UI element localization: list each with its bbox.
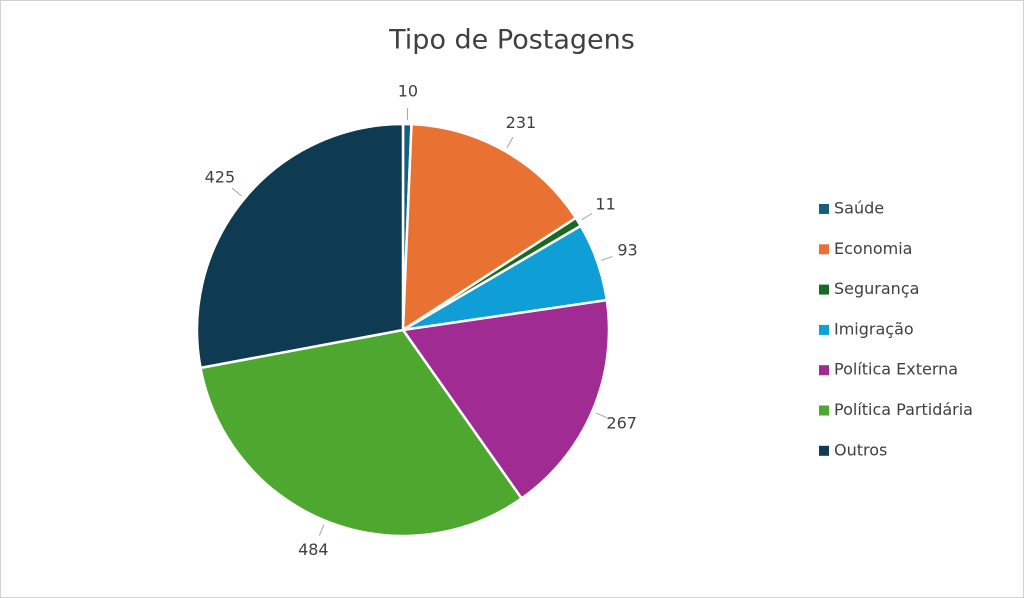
pie-slice xyxy=(401,122,578,333)
legend-label: Política Partidária xyxy=(834,400,973,419)
chart-title: Tipo de Postagens xyxy=(388,25,635,56)
leader-line xyxy=(600,255,613,261)
leader-line xyxy=(231,187,242,197)
legend-label: Segurança xyxy=(834,279,919,298)
legend-swatch xyxy=(819,365,829,376)
pie-slice xyxy=(400,298,611,501)
pie-slice xyxy=(199,328,524,538)
data-label: 425 xyxy=(205,167,236,186)
leader-line xyxy=(581,213,593,221)
data-label: 10 xyxy=(398,82,418,101)
pie-slice xyxy=(195,122,405,370)
legend-label: Outros xyxy=(834,440,887,459)
legend-label: Imigração xyxy=(834,319,914,338)
data-label: 267 xyxy=(606,413,637,432)
legend-label: Saúde xyxy=(834,199,884,218)
leader-line xyxy=(506,136,514,148)
leader-line xyxy=(595,412,608,419)
legend-swatch xyxy=(819,204,829,214)
legend-swatch xyxy=(819,284,829,295)
legend-swatch xyxy=(819,405,829,416)
data-label: 93 xyxy=(617,241,637,260)
legend-swatch xyxy=(819,445,829,456)
data-label: 231 xyxy=(506,113,537,132)
legend-swatch xyxy=(819,244,829,255)
legend-swatch xyxy=(819,324,829,335)
leader-line xyxy=(318,524,325,536)
data-label: 11 xyxy=(595,195,615,214)
legend-label: Economia xyxy=(834,239,912,258)
data-label: 484 xyxy=(298,540,329,559)
legend-label: Política Externa xyxy=(834,360,958,379)
